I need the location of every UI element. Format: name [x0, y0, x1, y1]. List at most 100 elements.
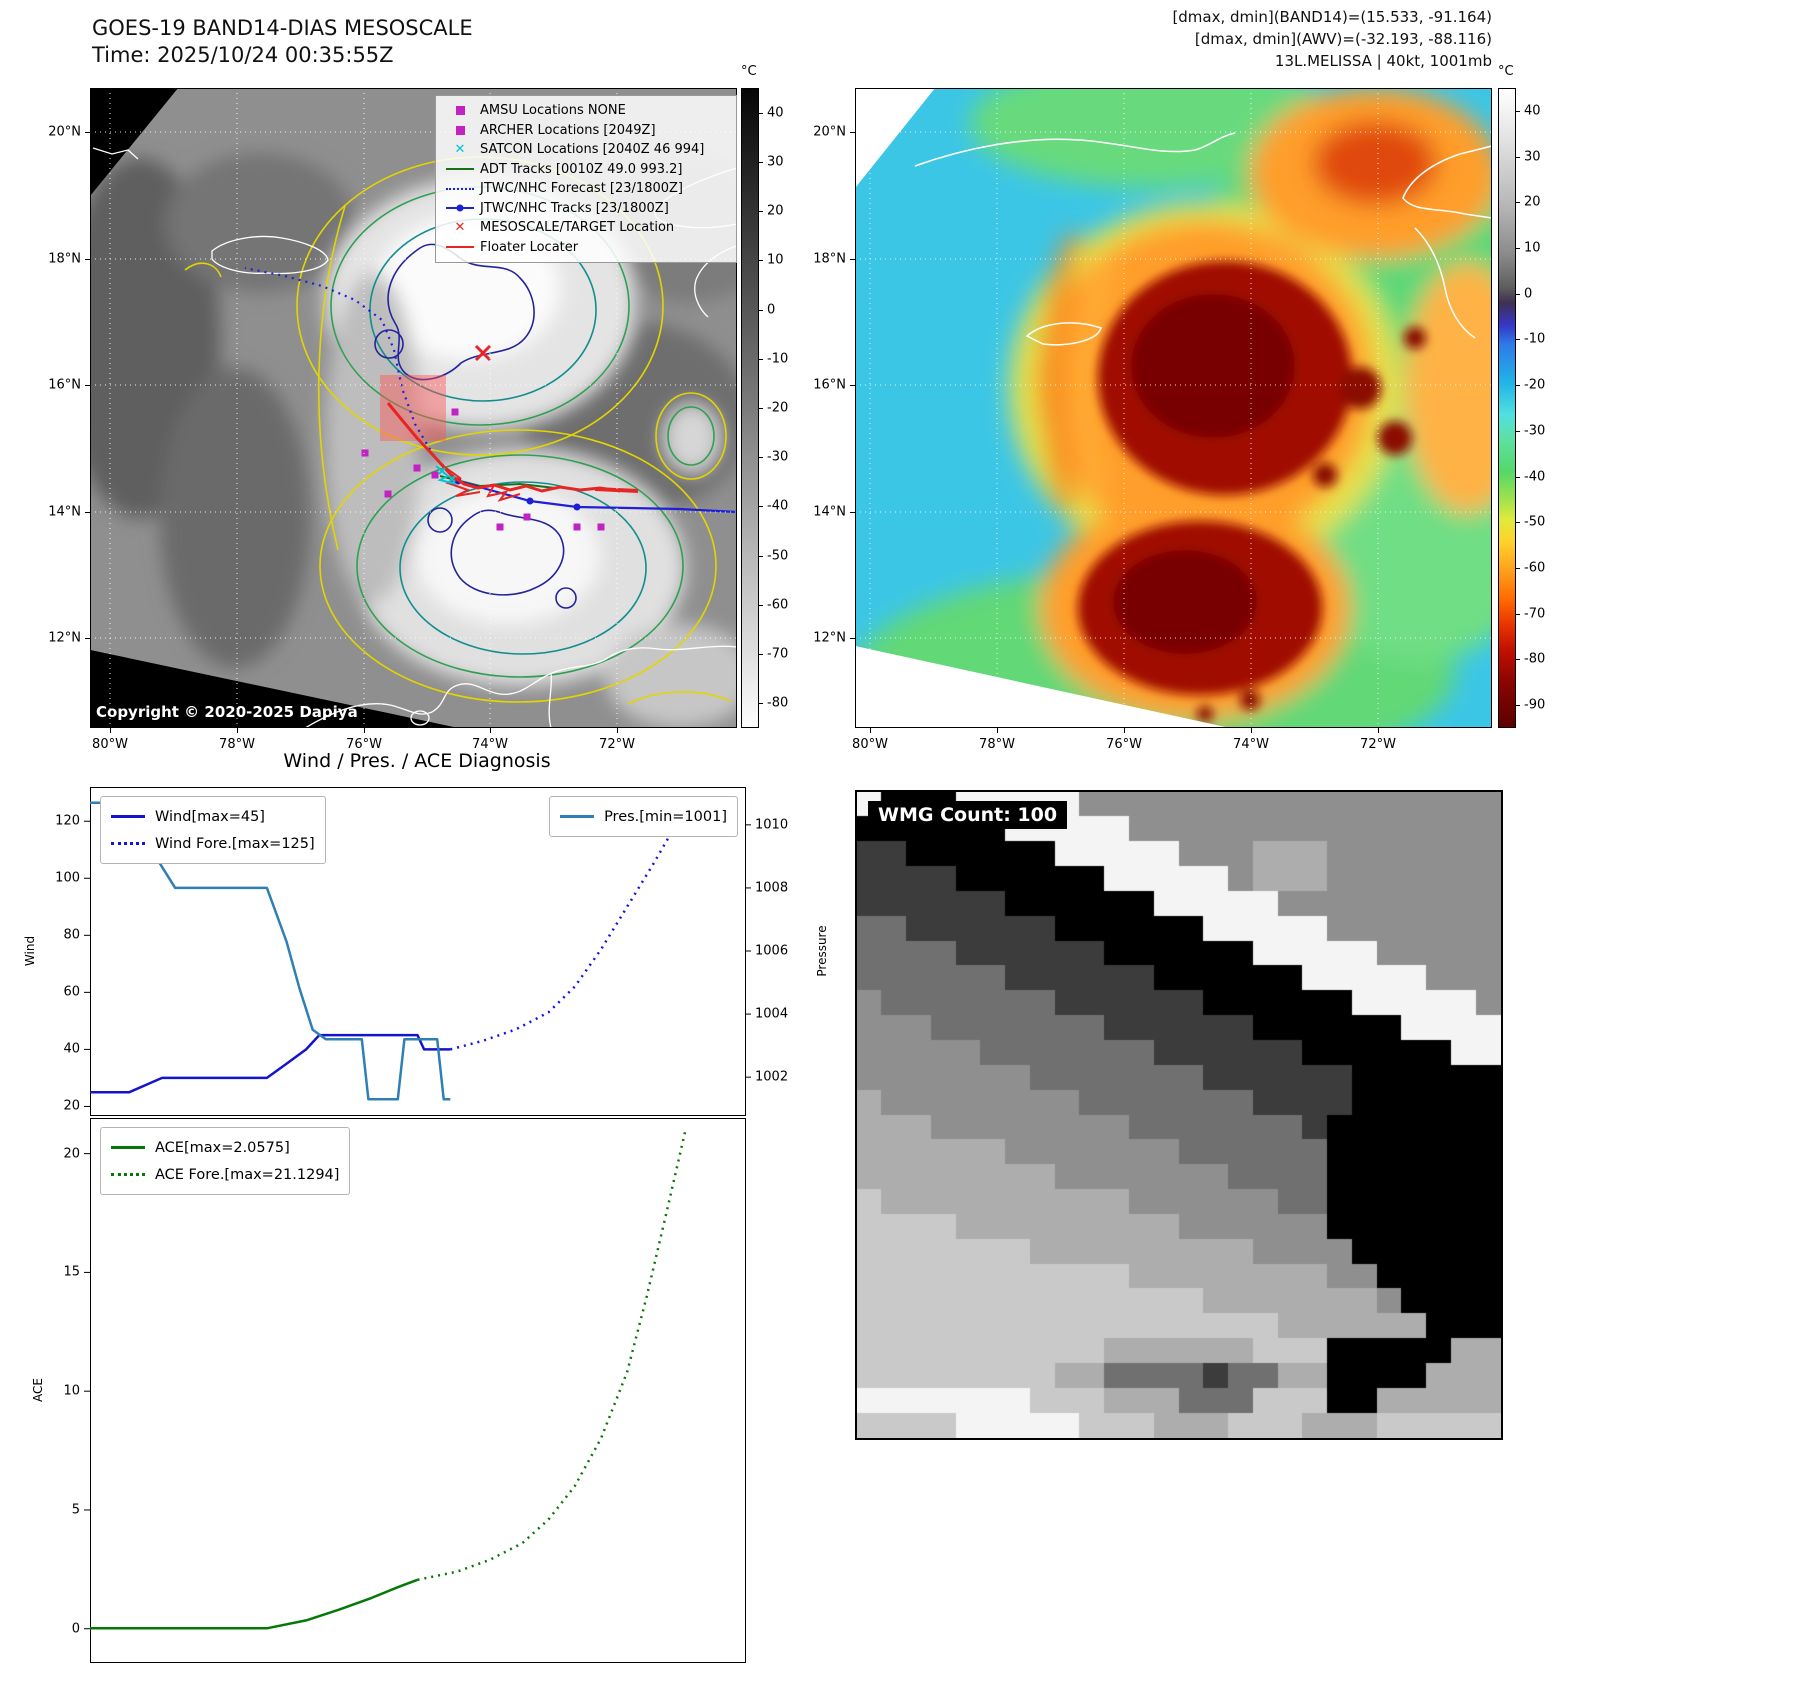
legend-label: Floater Locater: [480, 239, 579, 255]
lon-tick-label: 74°W: [1233, 737, 1269, 752]
wind-tick-label: 20: [63, 1098, 80, 1114]
ace-tick-label: 20: [63, 1146, 80, 1162]
legend-item: ARCHER Locations [2049Z]: [444, 121, 728, 141]
legend-item: ✕ SATCON Locations [2040Z 46 994]: [444, 140, 728, 160]
legend-item: ACE[max=2.0575]: [111, 1134, 339, 1161]
ace-tick-label: 5: [71, 1502, 80, 1518]
ace-legend: ACE[max=2.0575] ACE Fore.[max=21.1294]: [100, 1127, 351, 1195]
legend-item: JTWC/NHC Tracks [23/1800Z]: [444, 199, 728, 219]
colorbar-tick-label: 0: [767, 302, 776, 318]
lon-tick-label: 78°W: [979, 737, 1015, 752]
legend-label: ACE[max=2.0575]: [155, 1139, 290, 1156]
tick-mark: [850, 132, 855, 133]
legend-line-sample: [111, 842, 145, 845]
copyright-text: Copyright © 2020-2025 Dapiya: [96, 703, 358, 721]
legend-label: Wind[max=45]: [155, 808, 265, 825]
tick-mark: [85, 132, 90, 133]
lat-tick-label: 20°N: [48, 124, 81, 140]
lon-tick-label: 72°W: [599, 737, 635, 752]
chart-frame: [90, 1118, 746, 1663]
dmax-dmin-awv: [dmax, dmin](AWV)=(-32.193, -88.116): [1194, 30, 1492, 48]
legend-item: Wind[max=45]: [111, 803, 315, 830]
coastlines: [914, 132, 1492, 346]
tick-mark: [850, 385, 855, 386]
tick-mark: [1516, 568, 1520, 569]
tick-mark: [1516, 110, 1520, 112]
lon-tick-label: 76°W: [1106, 737, 1142, 752]
tick-mark: [759, 112, 763, 114]
colorbar-tick-label: -40: [767, 498, 789, 514]
map-frame: [90, 88, 737, 728]
lat-tick-label: 20°N: [813, 124, 846, 140]
tick-mark: [1516, 293, 1520, 295]
tick-mark: [759, 604, 763, 606]
tick-mark: [364, 728, 365, 733]
line-dot-marker-icon: [444, 204, 476, 212]
lon-tick-label: 76°W: [346, 737, 382, 752]
track-overlays: [244, 266, 737, 531]
tick-mark: [1516, 430, 1520, 432]
tick-mark: [759, 309, 763, 311]
colorbar-tick-label: 0: [1524, 286, 1533, 302]
latlon-grid: [90, 88, 737, 728]
lat-tick-label: 14°N: [48, 504, 81, 520]
dmax-dmin-band14: [dmax, dmin](BAND14)=(15.533, -91.164): [1172, 8, 1492, 26]
tick-mark: [617, 728, 618, 733]
awv-colorbar-unit: °C: [1498, 64, 1514, 79]
floater-track: [386, 402, 639, 502]
colorbar-tick-label: -60: [767, 597, 789, 613]
lat-tick-label: 16°N: [48, 377, 81, 393]
colorbar-tick-label: 40: [767, 105, 784, 121]
wind-tick-label: 120: [55, 813, 80, 829]
colorbar-tick-label: 30: [767, 154, 784, 170]
ace-tick-label: 10: [63, 1383, 80, 1399]
tick-mark: [1516, 339, 1520, 341]
colorbar-tick-label: -80: [1524, 651, 1546, 667]
tick-mark: [490, 728, 491, 733]
tick-mark: [759, 555, 763, 557]
tick-mark: [85, 385, 90, 386]
tick-mark: [85, 512, 90, 513]
tick-mark: [759, 457, 763, 459]
lon-tick-label: 72°W: [1360, 737, 1396, 752]
tick-mark: [1516, 659, 1520, 661]
legend-item: JTWC/NHC Forecast [23/1800Z]: [444, 179, 728, 199]
colorbar-tick-label: 20: [1524, 194, 1541, 210]
latlon-grid: [855, 88, 1492, 728]
diagnosis-title: Wind / Pres. / ACE Diagnosis: [283, 750, 551, 772]
tick-mark: [870, 728, 871, 733]
line-marker-icon: [444, 246, 476, 249]
cold-cloud-cores: [1078, 261, 1426, 722]
legend-item: AMSU Locations NONE: [444, 101, 728, 121]
tick-mark: [759, 358, 763, 360]
square-marker-icon: [444, 106, 476, 116]
colorbar-tick-label: -10: [767, 351, 789, 367]
colorbar-tick-label: -70: [767, 646, 789, 662]
legend-label: ARCHER Locations [2049Z]: [480, 122, 656, 138]
wind-tick-label: 80: [63, 927, 80, 943]
legend-label: JTWC/NHC Tracks [23/1800Z]: [480, 200, 669, 216]
tick-mark: [110, 728, 111, 733]
colorbar-tick-label: -50: [767, 548, 789, 564]
wmg-panel-border: [855, 790, 1503, 1440]
tick-mark: [1516, 202, 1520, 204]
legend-line-sample: [111, 1173, 145, 1176]
lon-tick-label: 74°W: [472, 737, 508, 752]
band14-colorbar: [741, 88, 759, 728]
X-marker-icon: ✕: [454, 220, 466, 236]
swath-margin: [855, 88, 935, 188]
colorbar-tick-label: -30: [767, 449, 789, 465]
ace-tick-label: 15: [63, 1264, 80, 1280]
legend-item: Pres.[min=1001]: [560, 803, 727, 830]
tick-mark: [1516, 522, 1520, 524]
mesoscale-target-x: [474, 344, 492, 362]
lat-tick-label: 12°N: [813, 630, 846, 646]
colorbar-tick-label: -30: [1524, 423, 1546, 439]
series-ACE[max=2.0575]: [90, 1578, 418, 1630]
legend-line-sample: [560, 815, 595, 818]
wmg-count-label: WMG Count: 100: [868, 801, 1068, 829]
swath-margin: [855, 646, 1230, 728]
dotted-marker-icon: [444, 187, 476, 190]
lon-tick-label: 80°W: [92, 737, 128, 752]
legend-item: ACE Fore.[max=21.1294]: [111, 1161, 339, 1188]
